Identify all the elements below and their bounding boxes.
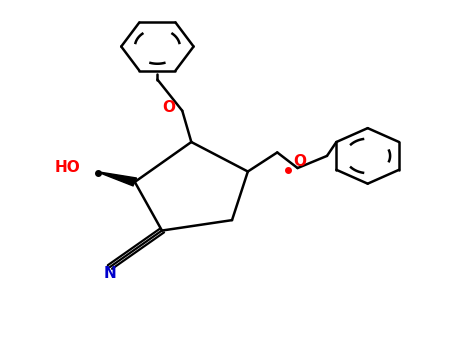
Text: O: O xyxy=(162,100,175,116)
Text: O: O xyxy=(293,154,306,169)
Text: N: N xyxy=(104,266,116,281)
Text: HO: HO xyxy=(55,160,81,175)
Polygon shape xyxy=(96,172,136,186)
